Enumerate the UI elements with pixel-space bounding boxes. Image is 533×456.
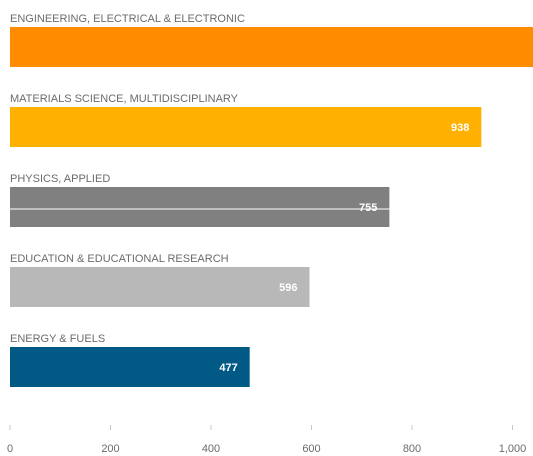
category-label: PHYSICS, APPLIED <box>10 173 110 185</box>
bar <box>10 267 310 307</box>
category-label: EDUCATION & EDUCATIONAL RESEARCH <box>10 253 229 265</box>
bar <box>10 107 482 147</box>
x-tick-label: 600 <box>302 443 320 455</box>
x-tick-label: 200 <box>101 443 119 455</box>
category-label: ENERGY & FUELS <box>10 333 105 345</box>
bar <box>10 187 390 227</box>
bar <box>10 347 250 387</box>
x-tick-label: 800 <box>403 443 421 455</box>
bar-value-label: 938 <box>451 122 469 134</box>
bar-value-label: 755 <box>359 202 377 214</box>
bar <box>10 27 533 67</box>
x-tick-label: 400 <box>202 443 220 455</box>
x-tick-label: 1,000 <box>499 443 527 455</box>
bar-value-label: 477 <box>219 362 237 374</box>
x-tick-label: 0 <box>7 443 13 455</box>
bar-value-label: 596 <box>279 282 297 294</box>
category-label: MATERIALS SCIENCE, MULTIDISCIPLINARY <box>10 93 239 105</box>
category-label: ENGINEERING, ELECTRICAL & ELECTRONIC <box>10 13 245 25</box>
